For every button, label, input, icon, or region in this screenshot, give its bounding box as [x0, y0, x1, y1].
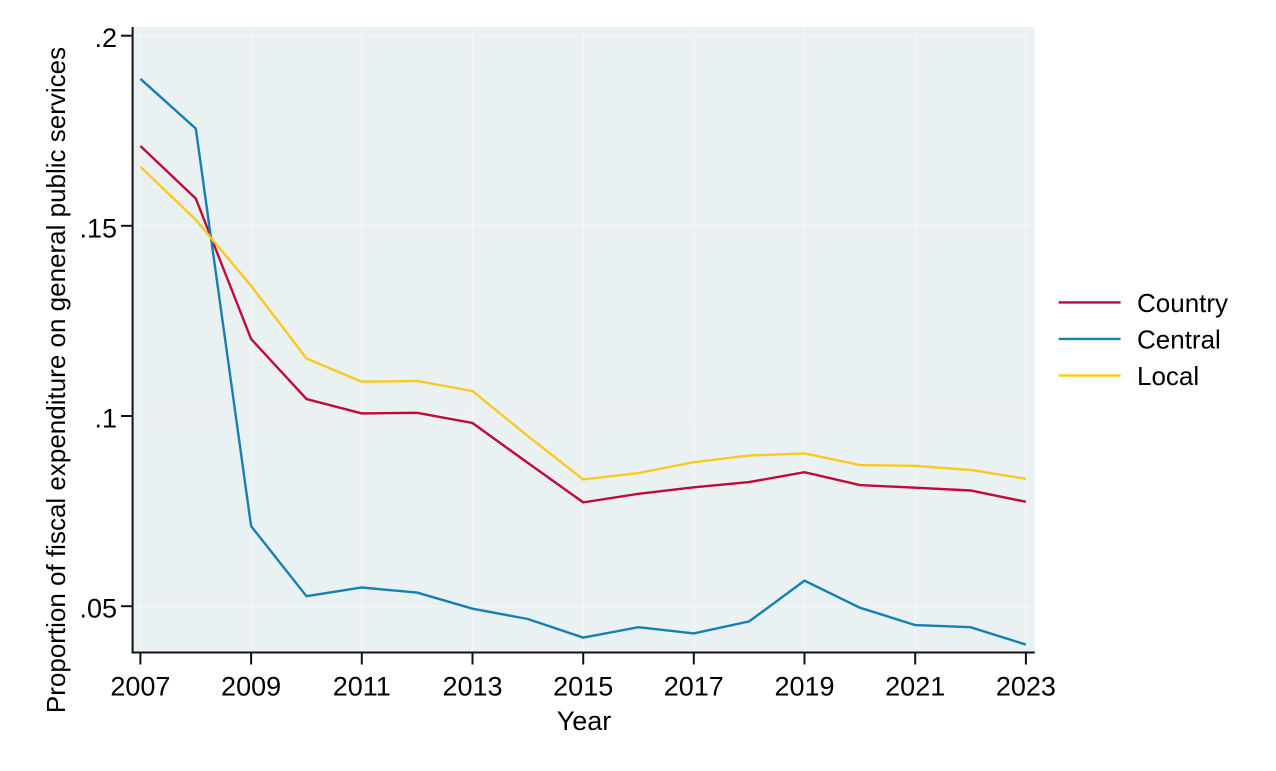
svg-text:Country: Country	[1137, 288, 1228, 318]
svg-text:2011: 2011	[333, 671, 391, 701]
svg-text:.1: .1	[94, 404, 117, 434]
svg-text:2015: 2015	[553, 671, 613, 701]
svg-text:2019: 2019	[774, 671, 834, 701]
svg-text:2017: 2017	[664, 671, 724, 701]
svg-text:.05: .05	[79, 594, 117, 624]
svg-text:2021: 2021	[885, 671, 945, 701]
svg-text:2013: 2013	[442, 671, 502, 701]
svg-text:2009: 2009	[221, 671, 281, 701]
svg-text:Local: Local	[1137, 361, 1199, 391]
svg-text:Year: Year	[557, 706, 612, 736]
svg-text:Proportion of fiscal expenditu: Proportion of fiscal expenditure on gene…	[41, 47, 71, 713]
svg-text:2007: 2007	[110, 671, 170, 701]
svg-text:Central: Central	[1137, 324, 1221, 354]
svg-text:2023: 2023	[996, 671, 1056, 701]
svg-text:.15: .15	[79, 213, 117, 243]
svg-text:.2: .2	[94, 23, 117, 53]
